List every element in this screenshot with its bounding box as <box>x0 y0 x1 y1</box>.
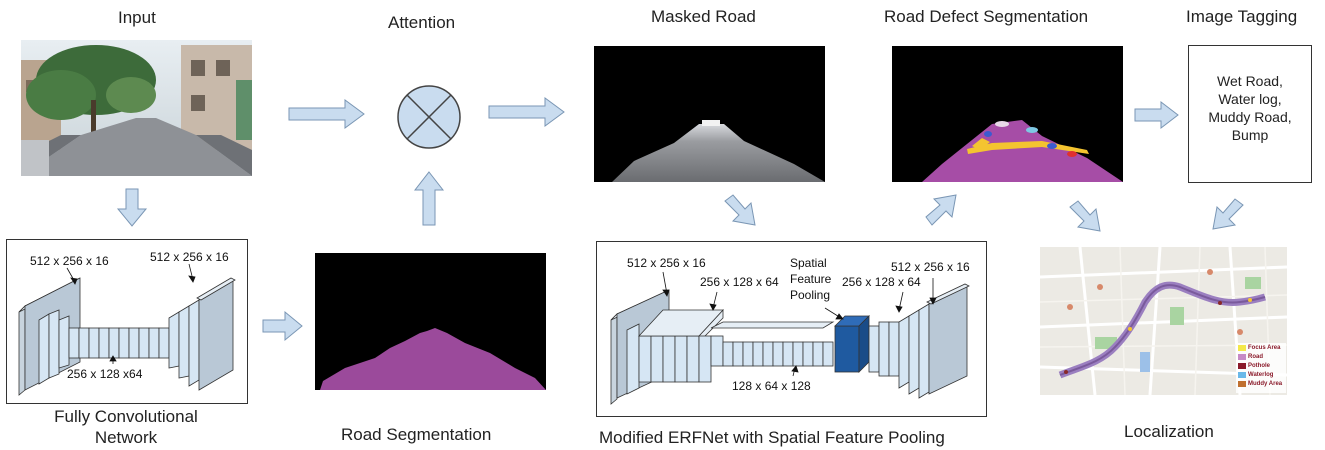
arrow-up-to-defect <box>925 194 957 226</box>
erfnet-layers <box>610 271 970 405</box>
masked-road-label: Masked Road <box>651 7 756 26</box>
tag-wet-road: Wet Road, <box>1217 73 1283 89</box>
erf-dim-2: 256 x 128 x 64 <box>700 275 779 289</box>
road-segmentation-image <box>315 253 546 390</box>
arrow-right-to-masked-road <box>488 97 565 127</box>
localization-label: Localization <box>1124 422 1214 441</box>
input-label: Input <box>118 8 156 27</box>
fcn-dim-left-top: 512 x 256 x 16 <box>30 254 109 268</box>
legend-focus-area: Focus Area <box>1248 345 1281 351</box>
fcn-layers <box>18 263 236 396</box>
localization-map: Focus Area Road Pothole Waterlog Muddy A… <box>1040 247 1287 395</box>
tag-bump: Bump <box>1231 127 1269 143</box>
erf-spf-2: Feature <box>790 272 832 286</box>
image-tagging-box: Wet Road, Water log, Muddy Road, Bump <box>1188 45 1312 183</box>
attention-label: Attention <box>388 13 456 32</box>
erf-dim-3: 256 x 128 x 64 <box>842 275 921 289</box>
erf-spf-1: Spatial <box>790 256 827 270</box>
arrow-right-to-tagging <box>1134 100 1179 130</box>
fcn-label-line1: Fully Convolutional <box>54 407 198 426</box>
legend-road: Road <box>1248 354 1263 360</box>
arrow-down-to-localization-1 <box>1069 200 1101 232</box>
road-segmentation-label: Road Segmentation <box>341 425 492 444</box>
fcn-label-line2: Network <box>94 428 158 447</box>
erf-spf-3: Pooling <box>790 288 831 302</box>
erf-dim-5: 128 x 64 x 128 <box>732 379 811 393</box>
arrow-right-to-road-segmentation <box>262 310 303 342</box>
erfnet-diagram-box: 512 x 256 x 16 256 x 128 x 64 Spatial Fe… <box>596 241 987 417</box>
road-defect-segmentation-image <box>892 46 1123 182</box>
arrow-up-to-attention <box>413 171 445 226</box>
erf-dim-4: 512 x 256 x 16 <box>891 260 970 274</box>
arrow-right-to-attention <box>288 99 365 129</box>
input-road-photo <box>21 40 252 176</box>
arrow-down-to-erfnet <box>724 194 756 226</box>
image-tagging-label: Image Tagging <box>1186 7 1298 26</box>
fcn-dim-right-top: 512 x 256 x 16 <box>150 250 229 264</box>
erf-dim-1: 512 x 256 x 16 <box>627 256 706 270</box>
fcn-dim-bottom: 256 x 128 x64 <box>67 367 143 381</box>
legend-muddy-area: Muddy Area <box>1248 381 1283 387</box>
legend-pothole: Pothole <box>1248 363 1270 369</box>
tag-muddy-road: Muddy Road, <box>1208 109 1292 125</box>
road-defect-segmentation-label: Road Defect Segmentation <box>884 7 1089 26</box>
arrow-down-to-localization-2 <box>1212 198 1244 230</box>
fcn-diagram-box: 512 x 256 x 16 512 x 256 x 16 256 x 128 … <box>6 239 248 404</box>
attention-multiply-icon <box>397 85 461 149</box>
legend-waterlog: Waterlog <box>1248 372 1274 378</box>
masked-road-image <box>594 46 825 182</box>
tag-water-log: Water log, <box>1218 91 1282 107</box>
erfnet-label: Modified ERFNet with Spatial Feature Poo… <box>599 428 945 447</box>
arrow-down-input <box>116 188 148 227</box>
